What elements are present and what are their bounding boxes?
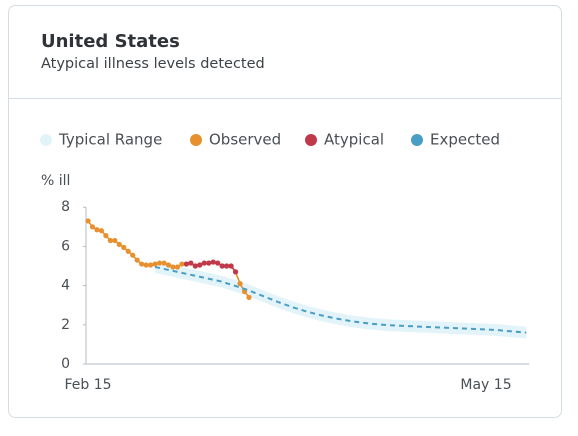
- data-point: [219, 263, 225, 269]
- legend-label: Expected: [430, 131, 500, 149]
- card: [8, 5, 562, 418]
- legend: Typical Range Observed Atypical Expected: [40, 131, 500, 149]
- data-point: [116, 241, 122, 248]
- x-tick-label: Feb 15: [64, 377, 111, 393]
- data-point: [107, 237, 113, 244]
- data-point: [215, 260, 221, 266]
- legend-swatch: [411, 134, 423, 146]
- legend-label: Atypical: [324, 131, 384, 149]
- data-point: [139, 261, 145, 267]
- data-point: [197, 262, 203, 268]
- data-point: [148, 262, 154, 268]
- data-point: [89, 224, 96, 230]
- data-point: [156, 260, 163, 266]
- series-line: [154, 266, 527, 334]
- data-point: [103, 233, 109, 239]
- data-point: [206, 260, 212, 266]
- data-point: [188, 260, 194, 266]
- legend-label: Observed: [209, 131, 281, 149]
- subtitle: Atypical illness levels detected: [41, 56, 265, 72]
- data-point: [192, 263, 198, 269]
- y-tick-label: 4: [61, 278, 70, 294]
- title: United States: [41, 31, 180, 52]
- y-axis-label: % ill: [41, 173, 70, 189]
- data-point: [246, 294, 252, 300]
- legend-swatch: [190, 134, 202, 146]
- data-point: [143, 262, 149, 268]
- data-point: [174, 264, 181, 270]
- data-point: [112, 237, 118, 244]
- data-point: [152, 261, 158, 267]
- data-point: [228, 263, 234, 269]
- legend-label: Typical Range: [58, 131, 162, 149]
- data-point: [179, 261, 185, 267]
- data-point: [165, 262, 172, 268]
- data-point: [134, 257, 140, 263]
- data-point: [121, 244, 127, 250]
- data-point: [210, 259, 216, 265]
- data-point: [201, 260, 207, 266]
- y-tick-label: 0: [61, 356, 70, 372]
- typical-range-band: [155, 261, 527, 339]
- legend-swatch: [305, 134, 317, 146]
- data-point: [161, 260, 167, 266]
- data-point: [183, 261, 189, 267]
- data-point: [98, 228, 105, 234]
- data-point: [85, 218, 91, 224]
- data-point: [94, 227, 100, 233]
- y-tick-label: 2: [61, 317, 70, 333]
- data-point: [232, 269, 239, 275]
- data-point: [237, 281, 243, 287]
- y-tick-label: 6: [61, 238, 70, 254]
- x-tick-label: May 15: [460, 377, 511, 393]
- data-point: [130, 252, 136, 258]
- data-point: [224, 263, 230, 269]
- plot: 0 2 4 6 8 Feb 15 May 15: [61, 199, 530, 393]
- y-tick-label: 8: [61, 199, 70, 215]
- data-point: [125, 248, 131, 254]
- legend-swatch: [40, 134, 52, 146]
- data-point: [170, 264, 176, 270]
